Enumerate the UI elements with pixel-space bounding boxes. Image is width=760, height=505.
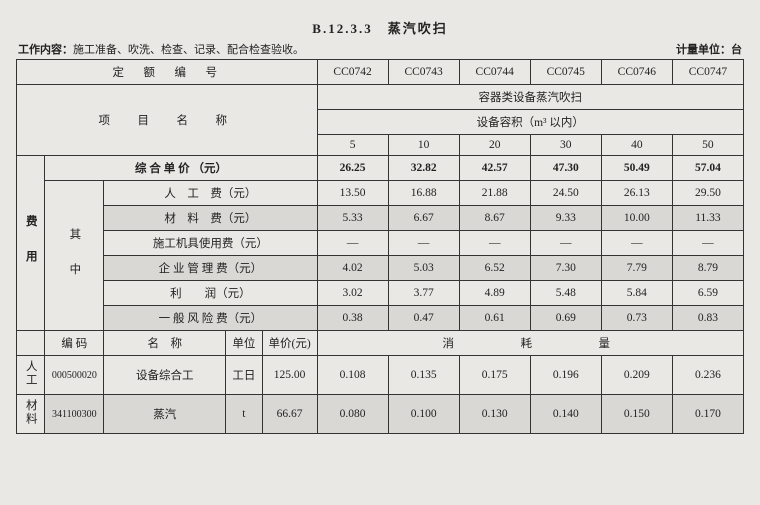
- cap: 30: [530, 135, 601, 156]
- hdr-code: 编 码: [45, 331, 104, 356]
- hdr-price: 单价(元): [262, 331, 317, 356]
- consumption-row: 人工 000500020 设备综合工 工日 125.00 0.1080.1350…: [17, 356, 744, 395]
- code: CC0746: [601, 60, 672, 85]
- fee-label: 人 工 费（元）: [104, 181, 317, 206]
- cap: 20: [459, 135, 530, 156]
- code: CC0744: [459, 60, 530, 85]
- price: 57.04: [672, 156, 743, 181]
- subgroup-title: 设备容积（m³ 以内）: [317, 110, 743, 135]
- name: 设备综合工: [104, 356, 226, 395]
- unit-price-label: 综 合 单 价 （元）: [45, 156, 317, 181]
- fee-row: 施工机具使用费（元） ——————: [17, 231, 744, 256]
- code: 341100300: [45, 395, 104, 434]
- fee-row: 一 般 风 险 费（元） 0.380.470.610.690.730.83: [17, 306, 744, 331]
- fee-label: 材 料 费（元）: [104, 206, 317, 231]
- fee-row: 利 润（元） 3.023.774.895.485.846.59: [17, 281, 744, 306]
- row-group-title: 项 目 名 称 容器类设备蒸汽吹扫: [17, 85, 744, 110]
- row-quota-codes: 定 额 编 号 CC0742 CC0743 CC0744 CC0745 CC07…: [17, 60, 744, 85]
- fee-label: 利 润（元）: [104, 281, 317, 306]
- consumption-row: 材料 341100300 蒸汽 t 66.67 0.0800.1000.1300…: [17, 395, 744, 434]
- cat-label: 人工: [17, 356, 45, 395]
- fee-row: 材 料 费（元） 5.336.678.679.3310.0011.33: [17, 206, 744, 231]
- group-title: 容器类设备蒸汽吹扫: [317, 85, 743, 110]
- fee-side-label: 费 用: [17, 156, 45, 331]
- cap: 40: [601, 135, 672, 156]
- uprice: 66.67: [262, 395, 317, 434]
- code: CC0742: [317, 60, 388, 85]
- work-content-label: 工作内容：: [18, 44, 73, 56]
- quota-number-label: 定 额 编 号: [17, 60, 318, 85]
- work-content: 工作内容：施工准备、吹洗、检查、记录、配合检查验收。: [18, 41, 304, 57]
- hdr-qty: 消 耗 量: [317, 331, 743, 356]
- fee-label: 施工机具使用费（元）: [104, 231, 317, 256]
- unit: t: [226, 395, 263, 434]
- cat-label: 材料: [17, 395, 45, 434]
- sub-header: 工作内容：施工准备、吹洗、检查、记录、配合检查验收。 计量单位：台: [16, 41, 744, 57]
- uprice: 125.00: [262, 356, 317, 395]
- price: 50.49: [601, 156, 672, 181]
- fee-label: 一 般 风 险 费（元）: [104, 306, 317, 331]
- hdr-unit: 单位: [226, 331, 263, 356]
- unit: 工日: [226, 356, 263, 395]
- fee-row: 企 业 管 理 费（元） 4.025.036.527.307.798.79: [17, 256, 744, 281]
- code: CC0747: [672, 60, 743, 85]
- fee-sub-label: 其 中: [45, 181, 104, 331]
- price: 32.82: [388, 156, 459, 181]
- section-title: B.12.3.3 蒸汽吹扫: [16, 18, 744, 37]
- hdr-name: 名 称: [104, 331, 226, 356]
- price: 47.30: [530, 156, 601, 181]
- code: CC0743: [388, 60, 459, 85]
- cap: 5: [317, 135, 388, 156]
- code: 000500020: [45, 356, 104, 395]
- quota-table: 定 额 编 号 CC0742 CC0743 CC0744 CC0745 CC07…: [16, 59, 744, 434]
- price: 42.57: [459, 156, 530, 181]
- code: CC0745: [530, 60, 601, 85]
- row-consumption-header: 编 码 名 称 单位 单价(元) 消 耗 量: [17, 331, 744, 356]
- fee-label: 企 业 管 理 费（元）: [104, 256, 317, 281]
- row-unit-price: 费 用 综 合 单 价 （元） 26.25 32.82 42.57 47.30 …: [17, 156, 744, 181]
- cap: 50: [672, 135, 743, 156]
- cap: 10: [388, 135, 459, 156]
- fee-row: 其 中 人 工 费（元） 13.5016.8821.8824.5026.1329…: [17, 181, 744, 206]
- item-name-label: 项 目 名 称: [17, 85, 318, 156]
- unit-label: 计量单位：台: [676, 41, 742, 57]
- work-content-text: 施工准备、吹洗、检查、记录、配合检查验收。: [73, 44, 304, 56]
- price: 26.25: [317, 156, 388, 181]
- name: 蒸汽: [104, 395, 226, 434]
